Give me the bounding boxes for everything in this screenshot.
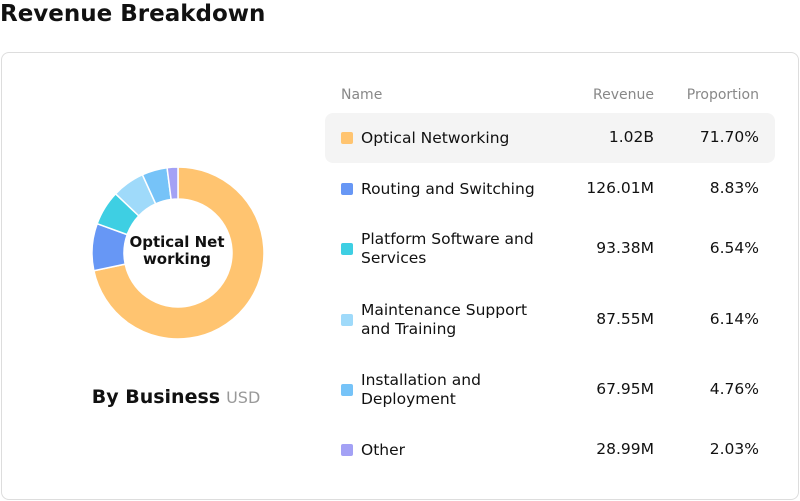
swatch <box>341 444 353 456</box>
slice[interactable] <box>92 166 265 340</box>
revenue-cell: 1.02B <box>608 128 654 146</box>
revenue-cell: 67.95M <box>596 380 654 398</box>
proportion-cell: 6.14% <box>709 309 759 328</box>
name-cell: Optical Networking <box>361 128 510 147</box>
column-header: Revenue <box>593 87 654 103</box>
subtitle: By Business USD <box>0 386 352 408</box>
name-cell: Other <box>361 440 406 459</box>
table-row[interactable]: Installation and Deployment 67.95M 4.76% <box>325 355 775 425</box>
revenue-cell: 87.55M <box>596 309 654 328</box>
unit: USD <box>226 388 261 407</box>
card <box>1 52 799 500</box>
column-header: Name <box>341 87 383 103</box>
name-cell: Installation and Deployment <box>361 371 481 408</box>
swatch <box>341 183 353 195</box>
center-label: Optical Networking <box>129 233 225 268</box>
swatch <box>341 132 353 144</box>
title: Revenue Breakdown <box>0 1 266 27</box>
proportion-cell: 8.83% <box>709 179 759 197</box>
revenue-cell: 93.38M <box>596 239 654 257</box>
table-row[interactable]: Platform Software and Services 93.38M 6.54… <box>325 214 775 284</box>
table-row[interactable]: Optical Networking 1.02B 71.70% <box>325 113 775 163</box>
proportion-cell: 4.76% <box>709 380 759 398</box>
revenue-cell: 126.01M <box>586 179 654 197</box>
name-cell: Platform Software and Services <box>361 230 534 267</box>
proportion-cell: 2.03% <box>709 440 759 458</box>
table-row[interactable]: Maintenance Support and Training 87.55M 6.… <box>325 284 775 355</box>
swatch <box>341 313 353 326</box>
name-cell: Routing and Switching <box>361 179 535 198</box>
proportion-cell: 71.70% <box>699 128 759 146</box>
swatch <box>341 384 353 396</box>
table-row[interactable]: Other 28.99M 2.03% <box>325 425 775 475</box>
proportion-cell: 6.54% <box>709 239 759 257</box>
table-row[interactable]: Routing and Switching 126.01M 8.83% <box>325 164 775 214</box>
subtitle-text: By Business <box>91 386 221 408</box>
revenue-cell: 28.99M <box>596 440 654 458</box>
column-header: Proportion <box>686 87 759 103</box>
swatch <box>341 243 353 255</box>
name-cell: Maintenance Support and Training <box>361 300 528 338</box>
slice[interactable] <box>166 166 179 201</box>
